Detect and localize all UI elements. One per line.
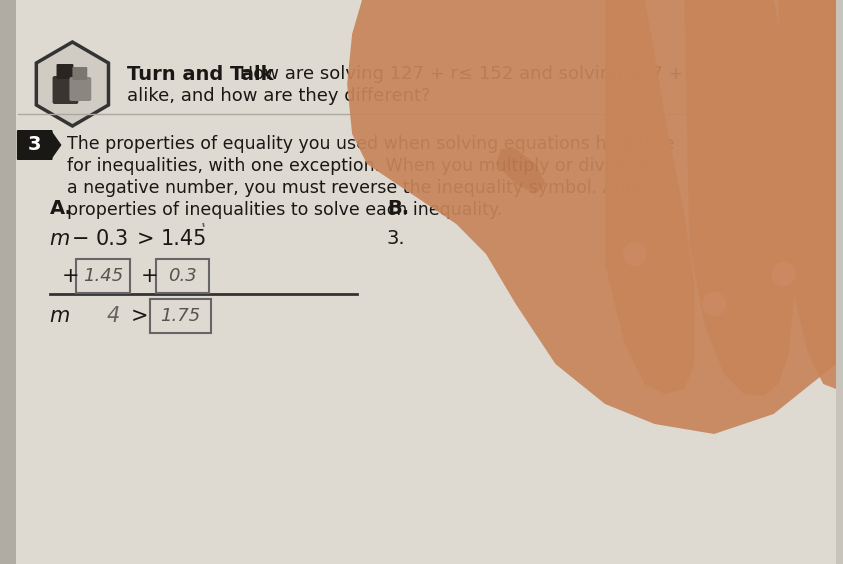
- FancyBboxPatch shape: [156, 259, 209, 293]
- FancyBboxPatch shape: [69, 77, 91, 101]
- Text: The properties of equality you used when solving equations hold true: The properties of equality you used when…: [67, 135, 675, 153]
- Text: 1.75: 1.75: [160, 307, 201, 325]
- Polygon shape: [779, 0, 836, 389]
- Text: 0.3: 0.3: [95, 229, 128, 249]
- Text: properties of inequalities to solve each inequality.: properties of inequalities to solve each…: [67, 201, 502, 219]
- Circle shape: [623, 242, 647, 266]
- Text: >: >: [131, 306, 148, 326]
- Polygon shape: [605, 0, 695, 394]
- Circle shape: [771, 262, 796, 286]
- Text: 1.45: 1.45: [83, 267, 123, 285]
- Polygon shape: [496, 149, 545, 194]
- Text: 4: 4: [107, 306, 121, 326]
- Polygon shape: [685, 0, 793, 396]
- Text: +: +: [62, 266, 79, 286]
- Polygon shape: [51, 131, 62, 159]
- Text: 1.45: 1.45: [161, 229, 207, 249]
- FancyBboxPatch shape: [150, 299, 212, 333]
- Text: >: >: [137, 229, 154, 249]
- Text: 3.: 3.: [387, 230, 405, 249]
- Text: −: −: [72, 229, 89, 249]
- Polygon shape: [347, 0, 836, 434]
- Bar: [0, 0, 16, 564]
- Text: How are solving 127 + r≤ 152 and solving 127 +: How are solving 127 + r≤ 152 and solving…: [234, 65, 684, 83]
- Circle shape: [702, 292, 726, 316]
- Text: 0.3: 0.3: [168, 267, 197, 285]
- Text: Turn and Talk: Turn and Talk: [127, 64, 273, 83]
- FancyBboxPatch shape: [77, 259, 130, 293]
- Text: for inequalities, with one exception. When you multiply or divide by: for inequalities, with one exception. Wh…: [67, 157, 659, 175]
- Text: a negative number, you must reverse the inequality symbol. Apply: a negative number, you must reverse the …: [67, 179, 652, 197]
- Text: B.: B.: [387, 200, 409, 218]
- Text: m: m: [50, 306, 70, 326]
- Text: +: +: [141, 266, 158, 286]
- Text: 3: 3: [28, 135, 41, 155]
- Text: alike, and how are they different?: alike, and how are they different?: [127, 87, 431, 105]
- FancyBboxPatch shape: [17, 130, 52, 160]
- FancyBboxPatch shape: [52, 76, 78, 104]
- Text: A.: A.: [50, 200, 72, 218]
- FancyBboxPatch shape: [56, 64, 73, 79]
- Text: m: m: [50, 229, 70, 249]
- FancyBboxPatch shape: [72, 67, 88, 80]
- Polygon shape: [36, 42, 109, 126]
- Text: ': ': [201, 222, 207, 236]
